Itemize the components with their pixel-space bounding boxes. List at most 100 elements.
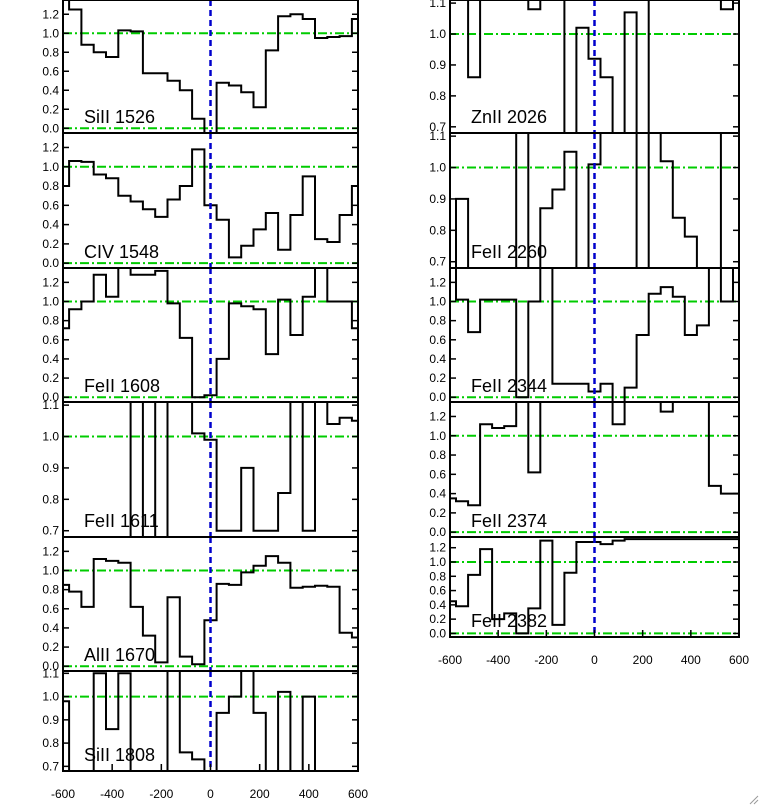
spectrum-line xyxy=(450,268,739,402)
y-tick-label: 0.9 xyxy=(429,58,446,72)
x-tick-label: 600 xyxy=(348,787,368,801)
y-tick-label: 1.0 xyxy=(42,430,59,444)
y-tick-label: 1.2 xyxy=(42,275,59,289)
y-tick-label: 0.6 xyxy=(429,584,446,598)
panel-1: 0.0 0.2 0.4 0.6 0.8 1.0 1.2 CIV 1548 xyxy=(42,132,359,270)
ion-label: FeII 2374 xyxy=(471,511,547,531)
y-tick-label: 1.2 xyxy=(429,409,446,423)
y-tick-label: 1.0 xyxy=(429,27,446,41)
x-tick-label: -400 xyxy=(100,787,124,801)
y-tick-label: 0.2 xyxy=(42,102,59,116)
y-tick-label: 1.0 xyxy=(429,555,446,569)
y-tick-label: 0.8 xyxy=(42,736,59,750)
y-tick-label: 0.0 xyxy=(429,626,446,640)
y-tick-label: 0.4 xyxy=(42,621,59,635)
ion-label: FeII 1611 xyxy=(84,511,159,531)
y-tick-label: 0.6 xyxy=(42,333,59,347)
y-tick-label: 0.8 xyxy=(429,314,446,328)
y-tick-label: 0.6 xyxy=(42,64,59,78)
x-tick-label: 0 xyxy=(591,653,598,667)
y-tick-label: 0.9 xyxy=(429,192,446,206)
ion-label: FeII 1608 xyxy=(84,376,160,396)
x-tick-label: -400 xyxy=(486,653,510,667)
y-tick-label: 0.7 xyxy=(42,524,59,538)
y-tick-label: 1.2 xyxy=(42,140,59,154)
y-tick-label: 0.7 xyxy=(429,255,446,269)
y-tick-label: 0.0 xyxy=(42,256,59,270)
ion-label: SiII 1526 xyxy=(84,107,155,127)
y-tick-label: 0.2 xyxy=(42,237,59,251)
y-tick-label: 1.1 xyxy=(429,129,446,143)
y-tick-label: 0.4 xyxy=(42,83,59,97)
y-tick-label: 1.1 xyxy=(429,0,446,10)
y-tick-label: 1.0 xyxy=(429,295,446,309)
x-tick-label: 200 xyxy=(633,653,653,667)
ion-label: ZnII 2026 xyxy=(471,107,547,127)
ion-label: FeII 2344 xyxy=(471,376,547,396)
resize-grip-icon[interactable] xyxy=(747,793,759,805)
y-tick-label: 0.6 xyxy=(429,467,446,481)
y-tick-label: 0.2 xyxy=(429,506,446,520)
y-tick-label: 0.0 xyxy=(42,390,59,404)
ion-label: FeII 2382 xyxy=(471,611,547,631)
y-tick-label: 0.8 xyxy=(42,314,59,328)
y-tick-label: 0.0 xyxy=(429,390,446,404)
y-tick-label: 0.8 xyxy=(429,448,446,462)
y-tick-label: 1.0 xyxy=(429,161,446,175)
y-tick-label: 0.8 xyxy=(42,583,59,597)
y-tick-label: 0.8 xyxy=(42,179,59,193)
y-tick-label: 0.4 xyxy=(42,352,59,366)
x-tick-label: -200 xyxy=(534,653,558,667)
y-tick-label: 0.7 xyxy=(429,120,446,134)
y-tick-label: 0.4 xyxy=(429,487,446,501)
y-tick-label: 0.2 xyxy=(42,640,59,654)
y-tick-label: 0.0 xyxy=(42,659,59,673)
y-tick-label: 0.2 xyxy=(429,371,446,385)
ion-label: FeII 2260 xyxy=(471,242,547,262)
panel-0: 0.0 0.2 0.4 0.6 0.8 1.0 1.2 SiII 1526 xyxy=(42,0,359,135)
x-tick-label: 400 xyxy=(681,653,701,667)
panel-5: 0.7 0.8 0.9 1.0 1.1 SiII 1808 xyxy=(42,666,359,773)
y-tick-label: 0.0 xyxy=(429,525,446,539)
x-axis-group: -600 -400 -200 0 200 400 600 -600 -400 -200 0 200 40… xyxy=(51,630,749,801)
y-tick-label: 0.8 xyxy=(429,569,446,583)
x-tick-label: -200 xyxy=(149,787,173,801)
y-tick-label: 0.9 xyxy=(42,461,59,475)
y-tick-label: 0.0 xyxy=(42,121,59,135)
y-tick-label: 1.0 xyxy=(42,690,59,704)
ion-label: AlII 1670 xyxy=(84,645,155,665)
y-tick-label: 1.2 xyxy=(42,7,59,21)
panel-9: 0.0 0.2 0.4 0.6 0.8 1.0 1.2 FeII 2374 xyxy=(429,401,740,539)
spectrum-line xyxy=(63,268,358,399)
panel-7: 0.7 0.8 0.9 1.0 1.1 FeII 2260 xyxy=(429,129,740,269)
x-tick-label: 600 xyxy=(729,653,749,667)
y-tick-label: 0.4 xyxy=(429,352,446,366)
x-tick-label: -600 xyxy=(438,653,462,667)
x-tick-label: -600 xyxy=(51,787,75,801)
spectrum-line xyxy=(455,133,722,268)
y-tick-label: 1.0 xyxy=(42,26,59,40)
spectrum-line xyxy=(129,402,358,537)
panel-6: 0.7 0.8 0.9 1.0 1.1 ZnII 2026 xyxy=(429,0,740,134)
panel-3: 0.7 0.8 0.9 1.0 1.1 FeII 1611 xyxy=(42,398,359,538)
y-tick-label: 0.9 xyxy=(42,713,59,727)
y-tick-label: 1.1 xyxy=(42,398,59,412)
y-tick-label: 1.0 xyxy=(42,564,59,578)
y-tick-label: 0.6 xyxy=(42,602,59,616)
y-tick-label: 0.6 xyxy=(429,333,446,347)
y-tick-label: 0.2 xyxy=(429,612,446,626)
y-tick-label: 1.0 xyxy=(429,429,446,443)
y-tick-label: 0.2 xyxy=(42,371,59,385)
x-tick-label: 0 xyxy=(207,787,214,801)
y-tick-label: 0.6 xyxy=(42,198,59,212)
panel-8: 0.0 0.2 0.4 0.6 0.8 1.0 1.2 FeII 2344 xyxy=(429,267,740,404)
spectrum-line xyxy=(467,0,734,133)
y-tick-label: 1.1 xyxy=(42,666,59,680)
y-tick-label: 0.8 xyxy=(429,89,446,103)
x-tick-label: 400 xyxy=(299,787,319,801)
y-tick-label: 0.4 xyxy=(429,598,446,612)
ion-label: SiII 1808 xyxy=(84,745,155,765)
y-tick-label: 1.0 xyxy=(42,295,59,309)
